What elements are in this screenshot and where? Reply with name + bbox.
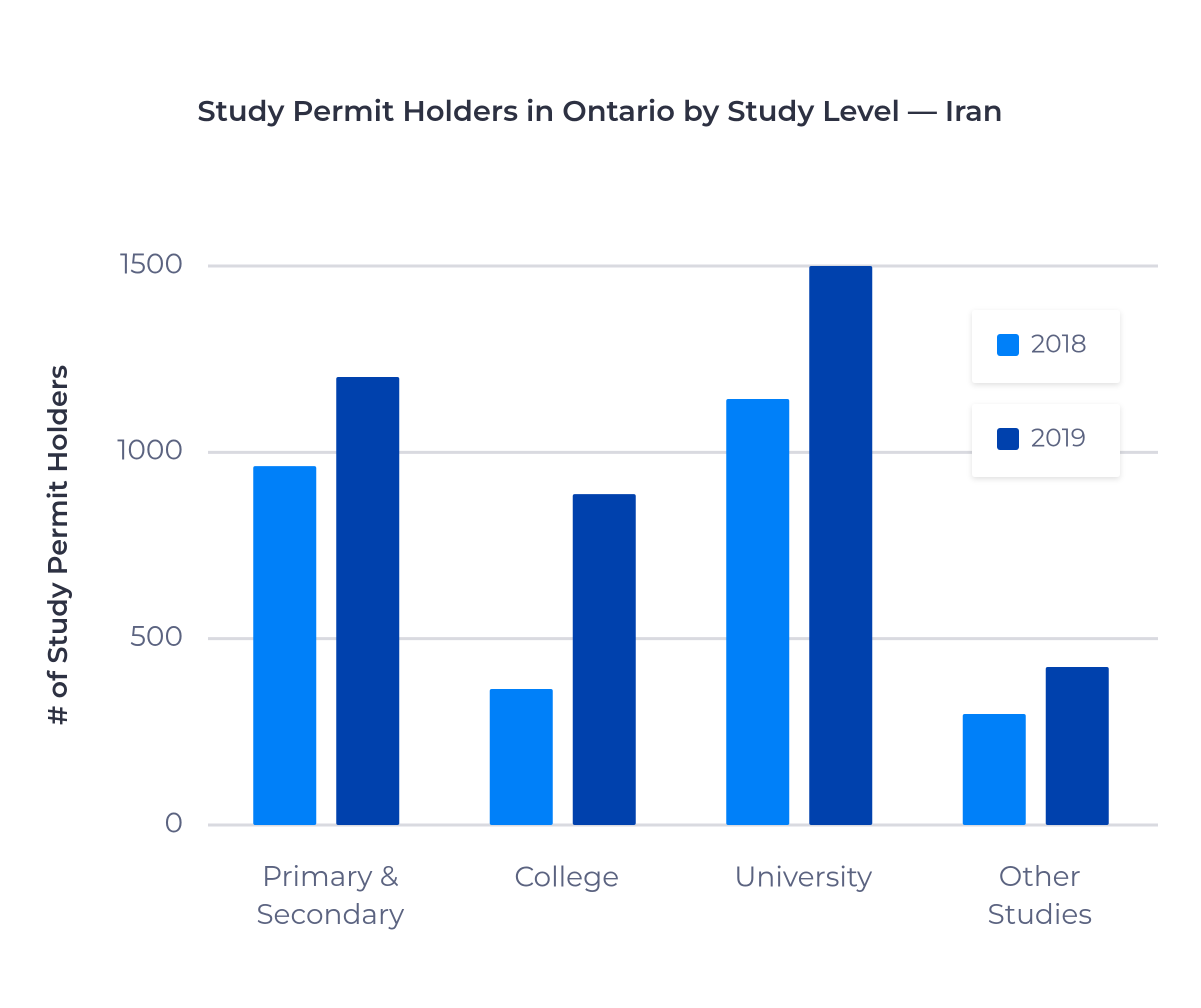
bar xyxy=(489,688,553,825)
legend-item: 2018 xyxy=(972,310,1120,383)
bar xyxy=(336,377,400,825)
legend-label: 2018 xyxy=(1031,330,1087,360)
chart-title: Study Permit Holders in Ontario by Study… xyxy=(197,94,1002,129)
y-tick-label: 0 xyxy=(164,806,183,840)
x-tick-label: Other Studies xyxy=(988,860,1093,932)
x-tick-label: Primary & Secondary xyxy=(256,860,405,932)
y-tick-label: 1500 xyxy=(120,247,183,281)
y-tick-label: 500 xyxy=(130,620,183,654)
bar xyxy=(1045,666,1109,825)
legend-label: 2019 xyxy=(1031,424,1086,454)
bar xyxy=(572,494,636,825)
y-tick-label: 1000 xyxy=(117,434,183,468)
x-tick-label: University xyxy=(734,860,873,894)
legend-box xyxy=(972,404,1120,477)
y-axis-label: # of Study Permit Holders xyxy=(41,365,74,725)
bar xyxy=(809,266,873,825)
bar xyxy=(253,466,317,825)
bar xyxy=(962,713,1026,825)
legend-swatch xyxy=(997,334,1019,356)
x-tick-label: College xyxy=(514,860,619,894)
bar xyxy=(726,399,790,825)
legend-box xyxy=(972,310,1120,383)
legend-item: 2019 xyxy=(972,404,1120,477)
legend-swatch xyxy=(997,428,1019,450)
